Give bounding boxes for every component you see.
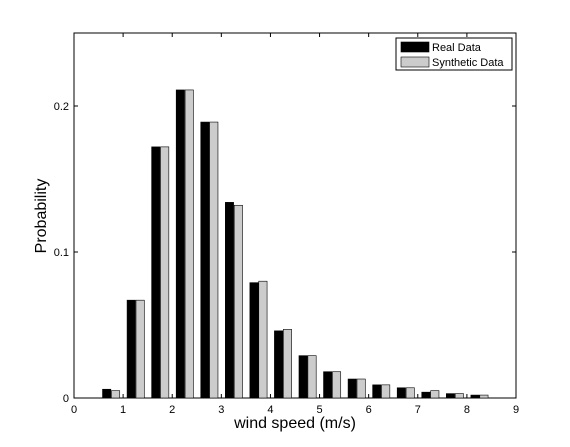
bar-synthetic <box>209 121 219 399</box>
x-tick-label: 6 <box>366 404 372 416</box>
bar-real <box>298 355 308 399</box>
bars-group <box>102 89 489 399</box>
bar-real <box>372 384 382 399</box>
y-axis-label: Probability <box>33 179 50 254</box>
bar-synthetic <box>479 394 489 399</box>
y-tick-label: 0.2 <box>54 101 69 113</box>
legend-swatch-synthetic <box>400 56 430 68</box>
bar-real <box>470 394 480 399</box>
bar-real <box>446 393 455 399</box>
bar-real <box>200 121 210 399</box>
bar-real <box>323 371 333 399</box>
x-axis-label: wind speed (m/s) <box>233 415 356 432</box>
bar-real <box>126 299 136 399</box>
legend-label-real: Real Data <box>432 42 482 54</box>
bar-real <box>421 391 431 399</box>
x-tick-label: 8 <box>464 404 470 416</box>
bar-synthetic <box>258 280 268 399</box>
bar-real <box>396 387 406 399</box>
bar-synthetic <box>307 355 317 399</box>
x-tick-label: 4 <box>267 404 273 416</box>
bar-synthetic <box>184 89 194 399</box>
x-tick-label: 0 <box>71 404 77 416</box>
bar-synthetic <box>332 371 342 399</box>
legend-label-synthetic: Synthetic Data <box>432 57 504 69</box>
bar-real <box>151 146 161 399</box>
x-tick-label: 1 <box>120 404 126 416</box>
bar-real <box>347 378 357 399</box>
bar-synthetic <box>135 299 145 399</box>
y-tick-label: 0.1 <box>54 247 69 259</box>
legend: Real Data Synthetic Data <box>395 37 513 71</box>
x-tick-label: 3 <box>218 404 224 416</box>
bar-synthetic <box>283 329 292 399</box>
bar-synthetic <box>405 387 415 399</box>
bar-synthetic <box>160 146 170 399</box>
legend-swatch-real <box>400 41 430 53</box>
bar-synthetic <box>381 384 391 399</box>
x-tick-label: 9 <box>513 404 519 416</box>
bar-synthetic <box>454 393 464 399</box>
bar-synthetic <box>111 390 121 399</box>
ticks-group: 0 1 2 3 4 5 6 7 8 9 0 0.1 0.2 <box>54 33 519 416</box>
y-tick-label: 0 <box>63 393 69 405</box>
bar-real <box>175 89 185 399</box>
bar-real <box>274 330 284 399</box>
bar-synthetic <box>233 204 243 399</box>
bar-real <box>102 388 112 399</box>
x-tick-label: 5 <box>316 404 322 416</box>
x-tick-label: 2 <box>169 404 175 416</box>
bar-synthetic <box>356 378 366 399</box>
bar-real <box>249 282 259 399</box>
x-tick-label: 7 <box>415 404 421 416</box>
plot-area <box>73 32 517 399</box>
bar-synthetic <box>430 390 440 399</box>
bar-real <box>225 202 234 399</box>
